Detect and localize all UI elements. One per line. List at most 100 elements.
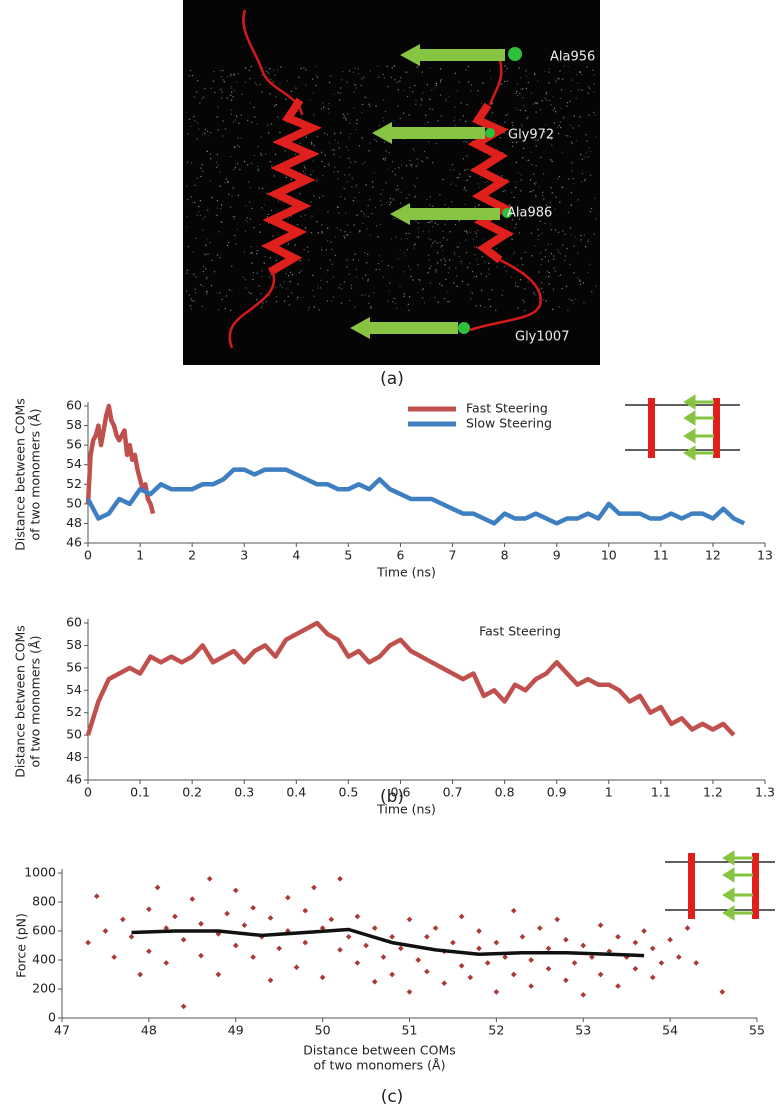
dot (212, 80, 214, 82)
dot (198, 128, 200, 130)
dot (270, 274, 272, 276)
dot (268, 276, 271, 278)
dot (448, 267, 450, 269)
dot (348, 70, 351, 72)
dot (233, 73, 235, 75)
dot (314, 66, 317, 68)
scatter-point (250, 904, 256, 911)
y-tick-label: 46 (66, 535, 82, 550)
dot (549, 201, 551, 204)
dot (312, 274, 314, 276)
dot (397, 89, 399, 91)
y-tick-label: 46 (66, 772, 82, 787)
scatter-point (241, 922, 248, 929)
dot (468, 175, 470, 177)
dot (378, 255, 380, 257)
dot (530, 151, 532, 153)
dot (430, 89, 433, 91)
dot (384, 159, 386, 161)
dot (442, 250, 444, 252)
y-axis-title: Distance between COMs (13, 398, 28, 551)
dot (447, 271, 449, 274)
dot (226, 97, 228, 99)
dot (439, 283, 441, 285)
dot (237, 72, 239, 75)
dot (515, 106, 517, 109)
scatter-point (415, 957, 422, 963)
dot (333, 149, 335, 151)
dot (543, 198, 545, 200)
dot (285, 98, 287, 100)
dot (275, 295, 277, 298)
dot (348, 174, 350, 176)
dot (387, 168, 389, 170)
dot (303, 165, 305, 167)
dot (252, 278, 254, 281)
dot (550, 228, 553, 231)
dot (421, 289, 423, 291)
scatter-point (684, 925, 691, 931)
dot (346, 181, 348, 183)
dot (305, 168, 307, 170)
dot (393, 297, 396, 299)
dot (526, 160, 528, 162)
scatter-point (337, 947, 343, 953)
dot (511, 145, 514, 147)
dot (558, 124, 560, 127)
x-tick-label: 1.1 (651, 785, 671, 800)
x-tick-label: 4 (292, 548, 300, 563)
dot (450, 183, 452, 185)
dot (403, 295, 405, 297)
dot (542, 291, 544, 293)
dot (326, 133, 328, 136)
dot (514, 266, 516, 268)
dot (530, 232, 533, 234)
dot (559, 253, 561, 255)
dot (406, 197, 408, 199)
dot (202, 270, 204, 273)
dot (236, 228, 238, 230)
dot (548, 283, 550, 285)
dot (308, 306, 310, 308)
dot (545, 92, 547, 94)
dot (367, 253, 369, 255)
scatter-point (380, 954, 387, 960)
dot (475, 232, 477, 234)
dot (503, 265, 506, 268)
dot (546, 270, 549, 272)
scatter-point (267, 977, 274, 984)
dot (392, 198, 394, 200)
dot (541, 100, 543, 102)
dot (525, 75, 528, 77)
dot (517, 172, 519, 174)
dot (312, 78, 314, 80)
dot (519, 279, 522, 281)
dot (196, 122, 199, 124)
scatter-point (493, 989, 500, 995)
x-tick-label: 10 (601, 548, 617, 563)
dot (467, 284, 469, 286)
dot (367, 280, 369, 282)
dot (334, 236, 337, 238)
dot (549, 99, 551, 102)
dot (204, 216, 206, 218)
dot (500, 83, 502, 85)
dot (381, 204, 383, 206)
dot (339, 132, 342, 134)
scatter-point (615, 983, 621, 989)
dot (331, 263, 333, 265)
dot (538, 186, 540, 188)
dot (538, 297, 540, 299)
dot (231, 91, 233, 93)
dot (384, 110, 387, 113)
dot (428, 231, 430, 233)
dot (288, 275, 290, 277)
dot (363, 161, 366, 163)
dot (397, 167, 400, 169)
dot (193, 300, 196, 302)
dot (581, 89, 583, 91)
dot (540, 252, 542, 254)
dot (414, 196, 416, 198)
dot (415, 103, 417, 105)
dot (489, 70, 491, 72)
